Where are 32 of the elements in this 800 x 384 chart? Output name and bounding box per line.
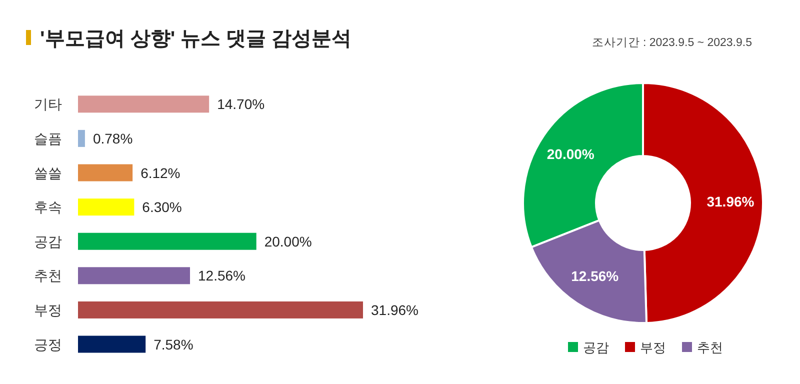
- data-label: 6.30%: [142, 199, 182, 216]
- data-label: 14.70%: [217, 96, 265, 112]
- bar: [78, 267, 190, 284]
- bar: [78, 301, 363, 318]
- bar: [78, 130, 85, 147]
- bar: [78, 164, 133, 182]
- y-tick-label: 부정: [34, 302, 62, 318]
- y-tick-label: 추천: [34, 268, 62, 284]
- data-label: 7.58%: [154, 336, 194, 352]
- bar: [78, 232, 256, 250]
- y-tick-label: 공감: [34, 233, 62, 250]
- data-label: 31.96%: [706, 194, 755, 210]
- legend-label: 부정: [640, 340, 666, 355]
- legend-label: 추천: [697, 340, 723, 355]
- y-tick-label: 슬픔: [34, 130, 62, 146]
- data-label: 12.56%: [571, 268, 620, 284]
- y-tick-label: 긍정: [34, 336, 62, 352]
- data-label: 0.78%: [92, 130, 133, 146]
- bar: [78, 198, 134, 216]
- chart-subtitle: 조사기간 : 2023.9.5 ~ 2023.9.5: [592, 37, 752, 49]
- data-label: 20.00%: [546, 146, 595, 162]
- data-label: 12.56%: [198, 268, 246, 284]
- data-label: 6.12%: [140, 164, 180, 181]
- legend-label: 공감: [583, 340, 609, 355]
- bar: [78, 336, 146, 353]
- y-tick-label: 후속: [34, 199, 62, 216]
- data-label: 31.96%: [371, 302, 418, 318]
- y-tick-label: 기타: [34, 96, 62, 112]
- bar: [78, 96, 210, 113]
- y-tick-label: 쓸쓸: [34, 164, 62, 181]
- data-label: 20.00%: [264, 233, 312, 250]
- chart-title: '부모급여 상향' 뉴스 댓글 감성분석: [40, 28, 352, 50]
